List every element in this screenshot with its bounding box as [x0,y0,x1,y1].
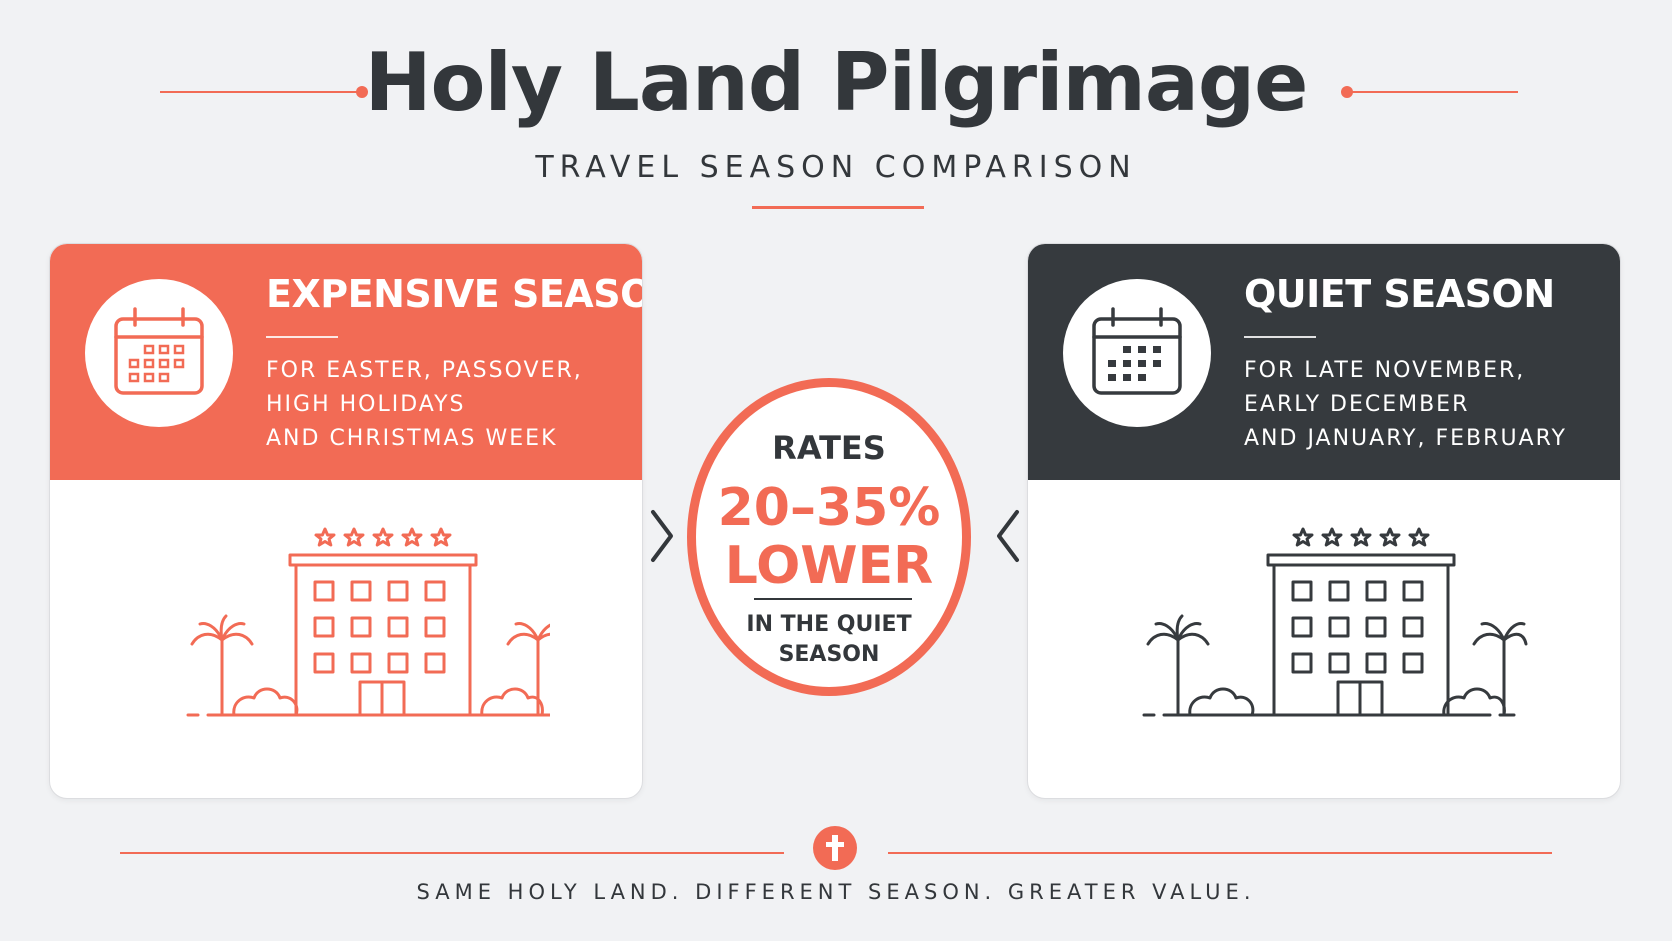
calendar-icon [1092,307,1182,395]
quiet-desc-line: FOR LATE NOVEMBER, [1244,358,1526,383]
expensive-desc-line: HIGH HOLIDAYS [266,392,466,417]
quiet-season-description: FOR LATE NOVEMBER, EARLY DECEMBER AND JA… [1244,354,1604,456]
rates-value-percent: 20–35% [717,478,941,538]
star-icon [314,527,452,547]
rates-value: 20–35% LOWER [696,479,962,595]
quiet-season-card: QUIET SEASON FOR LATE NOVEMBER, EARLY DE… [1027,243,1621,799]
chevron-left-icon [997,510,1019,562]
rates-note-line: SEASON [778,642,880,667]
quiet-calendar-badge [1063,279,1211,427]
calendar-icon [114,307,204,395]
palm-tree-icon [1472,622,1528,717]
hotel-icon [186,527,550,717]
rates-comparison-circle: RATES 20–35% LOWER IN THE QUIET SEASON [687,378,971,696]
chevron-right-icon [651,510,673,562]
expensive-season-card: EXPENSIVE SEASON FOR EASTER, PASSOVER, H… [49,243,643,799]
rates-note: IN THE QUIET SEASON [696,610,962,670]
footer-tagline: SAME HOLY LAND. DIFFERENT SEASON. GREATE… [416,880,1256,904]
cross-icon [826,835,844,861]
star-icon [1292,527,1430,547]
expensive-season-title: EXPENSIVE SEASON [266,272,643,316]
expensive-desc-line: AND CHRISTMAS WEEK [266,426,558,451]
expensive-desc-line: FOR EASTER, PASSOVER, [266,358,583,383]
quiet-desc-line: AND JANUARY, FEBRUARY [1244,426,1567,451]
palm-tree-icon [506,622,550,717]
bush-icon [480,687,544,717]
bush-icon [1188,687,1255,717]
page-subtitle: TRAVEL SEASON COMPARISON [535,150,1137,185]
bush-icon [232,687,299,717]
rates-label: RATES [772,429,886,467]
expensive-season-header: EXPENSIVE SEASON FOR EASTER, PASSOVER, H… [50,244,642,480]
header-dot-left [356,86,368,98]
rates-note-line: IN THE QUIET [746,612,912,637]
quiet-season-header: QUIET SEASON FOR LATE NOVEMBER, EARLY DE… [1028,244,1620,480]
expensive-season-description: FOR EASTER, PASSOVER, HIGH HOLIDAYS AND … [266,354,626,456]
palm-tree-icon [1146,614,1210,717]
expensive-calendar-badge [85,279,233,427]
header-rule-left [160,91,362,93]
subtitle-underline [752,206,924,209]
quiet-title-rule [1244,336,1316,338]
bush-icon [1442,687,1506,717]
quiet-season-title: QUIET SEASON [1244,272,1555,316]
expensive-title-rule [266,336,338,338]
palm-tree-icon [190,614,254,717]
page-title: Holy Land Pilgrimage [364,36,1309,129]
quiet-desc-line: EARLY DECEMBER [1244,392,1470,417]
header-dot-right [1341,86,1353,98]
hotel-icon [1142,527,1528,717]
footer-rule-right [888,852,1552,854]
footer-rule-left [120,852,784,854]
rates-value-lower: LOWER [724,536,934,596]
cross-badge [813,826,857,870]
header-rule-right [1350,91,1518,93]
rates-divider [754,598,912,600]
